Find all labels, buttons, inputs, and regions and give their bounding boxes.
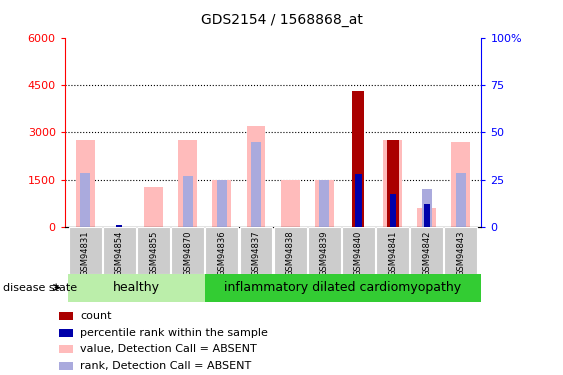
- Bar: [410, 227, 443, 274]
- Text: GSM94836: GSM94836: [217, 230, 226, 276]
- Bar: [422, 189, 432, 227]
- Bar: [390, 194, 396, 227]
- Bar: [212, 180, 231, 227]
- Bar: [144, 188, 163, 227]
- Bar: [247, 126, 265, 227]
- Bar: [251, 142, 261, 227]
- Text: GSM94870: GSM94870: [183, 230, 192, 276]
- Bar: [456, 173, 466, 227]
- Text: GSM94837: GSM94837: [252, 230, 261, 276]
- Bar: [387, 140, 399, 227]
- Bar: [117, 225, 123, 227]
- Bar: [417, 208, 436, 227]
- Bar: [59, 345, 73, 353]
- Bar: [319, 180, 329, 227]
- Text: GSM94838: GSM94838: [285, 230, 294, 276]
- Text: GSM94855: GSM94855: [149, 230, 158, 276]
- Text: GSM94840: GSM94840: [354, 230, 363, 276]
- Bar: [76, 140, 95, 227]
- Bar: [315, 180, 334, 227]
- Text: GSM94839: GSM94839: [320, 230, 329, 276]
- Bar: [352, 91, 364, 227]
- Text: GDS2154 / 1568868_at: GDS2154 / 1568868_at: [200, 13, 363, 27]
- Text: GSM94831: GSM94831: [81, 230, 90, 276]
- Bar: [376, 227, 409, 274]
- Text: GSM94841: GSM94841: [388, 230, 397, 276]
- Bar: [59, 312, 73, 320]
- Bar: [68, 274, 205, 302]
- Bar: [59, 328, 73, 337]
- Bar: [281, 180, 300, 227]
- Bar: [423, 204, 430, 227]
- Bar: [452, 142, 470, 227]
- Text: percentile rank within the sample: percentile rank within the sample: [80, 328, 268, 338]
- Bar: [178, 140, 197, 227]
- Bar: [103, 227, 136, 274]
- Text: GSM94843: GSM94843: [457, 230, 466, 276]
- Bar: [80, 173, 90, 227]
- Bar: [59, 362, 73, 370]
- Bar: [217, 180, 227, 227]
- Text: GSM94854: GSM94854: [115, 230, 124, 276]
- Bar: [274, 227, 306, 274]
- Bar: [205, 227, 238, 274]
- Bar: [137, 227, 170, 274]
- Bar: [308, 227, 341, 274]
- Text: inflammatory dilated cardiomyopathy: inflammatory dilated cardiomyopathy: [225, 281, 462, 294]
- Text: GSM94842: GSM94842: [422, 230, 431, 276]
- Text: count: count: [80, 311, 111, 321]
- Bar: [205, 274, 481, 302]
- Text: disease state: disease state: [3, 283, 77, 292]
- Bar: [182, 176, 193, 227]
- Bar: [355, 174, 361, 227]
- Bar: [171, 227, 204, 274]
- Text: value, Detection Call = ABSENT: value, Detection Call = ABSENT: [80, 344, 257, 354]
- Bar: [444, 227, 477, 274]
- Bar: [69, 227, 102, 274]
- Text: healthy: healthy: [113, 281, 160, 294]
- Bar: [383, 140, 402, 227]
- Bar: [342, 227, 375, 274]
- Bar: [240, 227, 272, 274]
- Text: rank, Detection Call = ABSENT: rank, Detection Call = ABSENT: [80, 361, 251, 371]
